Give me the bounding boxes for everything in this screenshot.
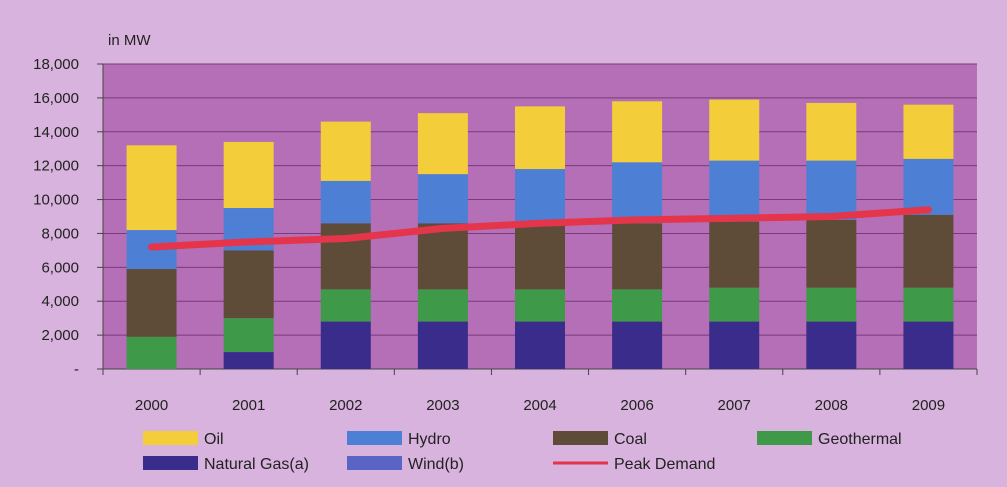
legend-label-oil: Oil [204, 431, 224, 448]
bar-segment-oil [417, 113, 468, 175]
x-tick-label: 2002 [329, 397, 362, 414]
bar-segment-oil [320, 121, 371, 181]
bar-segment-geothermal [126, 336, 177, 369]
bar-segment-coal [709, 221, 760, 288]
bar-segment-coal [126, 269, 177, 337]
bar-segment-hydro [417, 174, 468, 224]
legend-label-wind: Wind(b) [408, 456, 464, 473]
legend-swatch-geothermal [757, 431, 812, 445]
x-tick-label: 2000 [135, 397, 168, 414]
legend-label-peak_demand: Peak Demand [614, 456, 715, 473]
bar-segment-natural_gas [903, 321, 954, 369]
bar-segment-hydro [515, 169, 565, 224]
bar-segment-natural_gas [806, 321, 857, 369]
y-tick-label: - [74, 361, 79, 378]
y-tick-label: 12,000 [33, 158, 79, 175]
bar-segment-coal [417, 223, 468, 290]
x-tick-label: 2006 [620, 397, 653, 414]
bar-segment-coal [515, 223, 565, 290]
bar-segment-natural_gas [515, 321, 565, 369]
y-tick-label: 18,000 [33, 56, 79, 73]
bar-segment-hydro [806, 160, 857, 220]
y-tick-label: 4,000 [41, 293, 79, 310]
bar-segment-oil [515, 106, 565, 170]
y-tick-label: 10,000 [33, 192, 79, 209]
bar-segment-geothermal [903, 287, 954, 322]
bar-segment-geothermal [709, 287, 760, 322]
bar-segment-coal [806, 219, 857, 288]
peak-demand-line [148, 206, 932, 251]
legend-swatch-natural_gas [143, 456, 198, 470]
x-tick-label: 2003 [426, 397, 459, 414]
bar-segment-geothermal [320, 289, 371, 322]
bar-segment-coal [903, 214, 954, 288]
bar-segment-geothermal [417, 289, 468, 322]
bar-segment-hydro [903, 158, 954, 215]
y-tick-label: 6,000 [41, 259, 79, 276]
bar-segment-coal [612, 223, 663, 290]
bar-segment-oil [612, 101, 663, 163]
legend-swatch-oil [143, 431, 198, 445]
bar-segment-hydro [612, 162, 663, 224]
bar-segment-coal [223, 250, 274, 319]
bar-segment-geothermal [806, 287, 857, 322]
y-tick-label: 14,000 [33, 124, 79, 141]
x-tick-label: 2008 [815, 397, 848, 414]
bar-segment-hydro [709, 160, 760, 222]
bar-segment-natural_gas [223, 352, 274, 369]
legend-label-natural_gas: Natural Gas(a) [204, 456, 309, 473]
bar-segment-geothermal [223, 318, 274, 353]
x-tick-label: 2001 [232, 397, 265, 414]
legend-swatch-hydro [347, 431, 402, 445]
bar-segment-natural_gas [709, 321, 760, 369]
y-tick-label: 16,000 [33, 90, 79, 107]
bar-segment-natural_gas [320, 321, 371, 369]
bar-segment-oil [126, 145, 177, 231]
bar-segment-oil [903, 104, 954, 159]
x-tick-label: 2004 [523, 397, 556, 414]
bar-segment-oil [806, 102, 857, 161]
bar-segment-hydro [320, 180, 371, 224]
bar-segment-natural_gas [417, 321, 468, 369]
y-tick-label: 8,000 [41, 225, 79, 242]
legend-swatch-wind [347, 456, 402, 470]
bar-segment-geothermal [612, 289, 663, 322]
bar-segment-geothermal [515, 289, 565, 322]
legend-label-geothermal: Geothermal [818, 431, 902, 448]
unit-label: in MW [108, 32, 151, 49]
bar-segment-oil [709, 99, 760, 161]
x-tick-label: 2009 [912, 397, 945, 414]
y-tick-label: 2,000 [41, 327, 79, 344]
bar-segment-natural_gas [612, 321, 663, 369]
legend-label-coal: Coal [614, 431, 647, 448]
legend-label-hydro: Hydro [408, 431, 451, 448]
bar-segment-oil [223, 141, 274, 209]
x-tick-label: 2007 [718, 397, 751, 414]
legend-swatch-coal [553, 431, 608, 445]
